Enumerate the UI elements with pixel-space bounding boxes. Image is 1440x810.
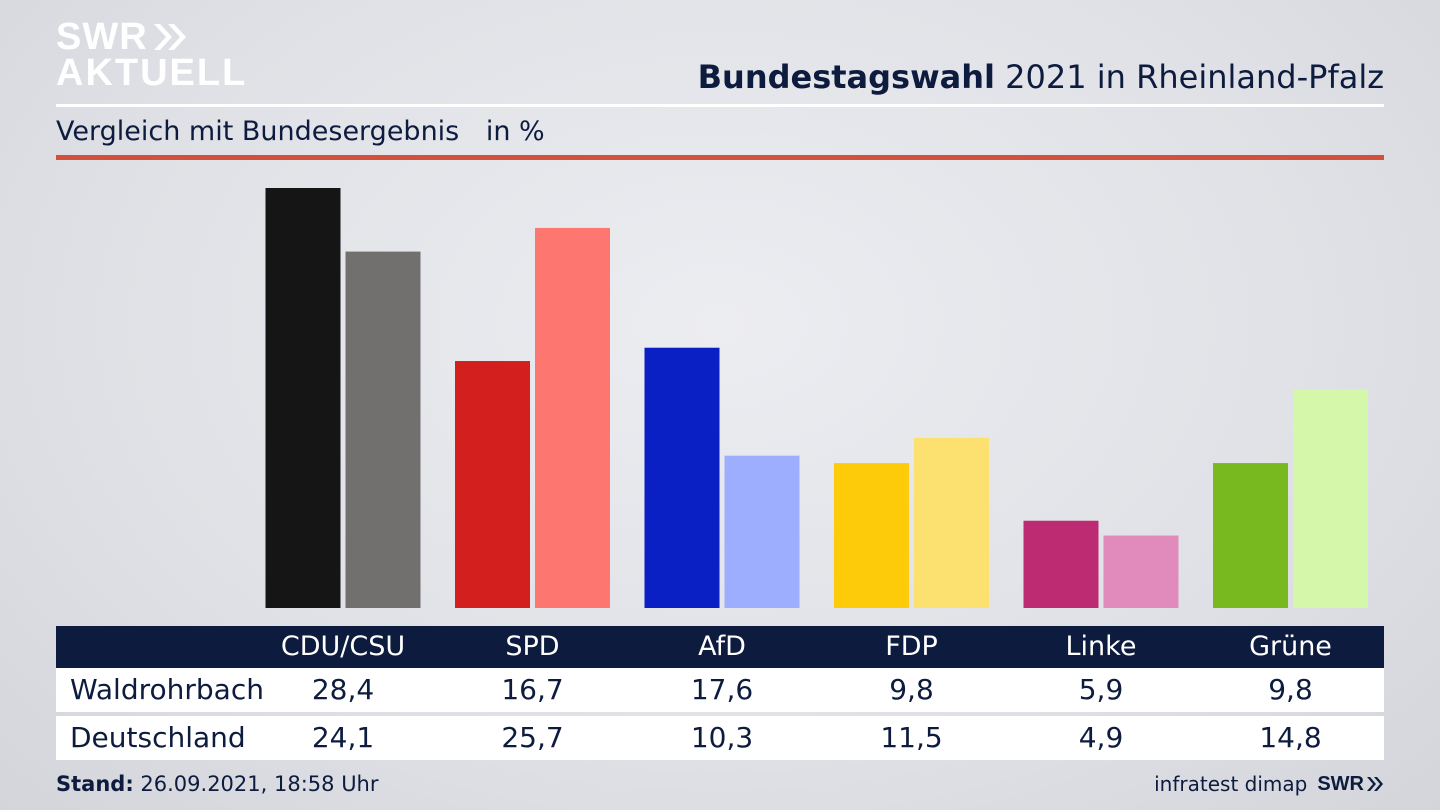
title-bold: Bundestagswahl	[697, 58, 995, 96]
stand-value: 26.09.2021, 18:58 Uhr	[140, 772, 379, 796]
bar-national	[535, 227, 610, 609]
table-row: Waldrohrbach 28,4 16,7 17,6 9,8 5,9 9,8	[56, 668, 1384, 712]
category-label: CDU/CSU	[280, 631, 406, 662]
brand-label: SWR	[1317, 772, 1364, 795]
category-label: Grüne	[1249, 631, 1332, 662]
source-label: infratest dimap	[1154, 772, 1308, 796]
bar-local	[265, 188, 341, 608]
category-label: AfD	[698, 631, 746, 662]
double-chevron-icon	[153, 24, 186, 50]
value-cell: 9,8	[889, 673, 934, 706]
title-divider	[56, 104, 1384, 107]
bar-chart	[265, 188, 1368, 609]
logo-line-2: AKTUELL	[56, 52, 248, 94]
bar-national	[1293, 389, 1368, 608]
logo-line-1: SWR	[56, 16, 148, 58]
bar-local	[455, 361, 530, 608]
bar-national	[724, 455, 800, 608]
table-header: CDU/CSU SPD AfD FDP Linke Grüne	[56, 626, 1384, 668]
bar-local	[644, 347, 720, 608]
title-rest: 2021 in Rheinland-Pfalz	[1005, 58, 1384, 96]
double-chevron-icon	[1367, 777, 1383, 791]
table-row: Deutschland 24,1 25,7 10,3 11,5 4,9 14,8	[56, 716, 1384, 760]
row-label: Waldrohrbach	[70, 673, 264, 706]
value-cell: 14,8	[1259, 721, 1322, 754]
timestamp: Stand: 26.09.2021, 18:58 Uhr	[56, 772, 379, 796]
chart-subtitle: Vergleich mit Bundesergebnis in %	[56, 116, 545, 147]
category-label: SPD	[505, 631, 560, 662]
value-cell: 9,8	[1268, 673, 1313, 706]
accent-divider	[56, 155, 1384, 160]
row-label: Deutschland	[70, 721, 246, 754]
category-label: FDP	[885, 631, 938, 662]
source-credit: infratest dimap SWR	[1154, 772, 1384, 796]
chart-title: Bundestagswahl 2021 in Rheinland-Pfalz	[698, 58, 1384, 96]
bar-national	[914, 437, 989, 608]
value-cell: 5,9	[1078, 673, 1124, 706]
swr-aktuell-logo: SWR AKTUELL	[56, 18, 247, 92]
results-table: CDU/CSU SPD AfD FDP Linke Grüne Waldrohrbach …	[56, 626, 1384, 760]
value-cell: 10,3	[690, 721, 754, 754]
bar-national	[345, 251, 421, 608]
swr-footer-logo: SWR	[1317, 773, 1384, 796]
bar-local	[834, 463, 909, 608]
value-cell: 24,1	[311, 721, 375, 754]
value-cell: 11,5	[880, 721, 943, 754]
value-cell: 25,7	[501, 721, 564, 754]
value-cell: 16,7	[501, 673, 564, 706]
unit-label: in %	[485, 116, 545, 147]
bar-national	[1103, 535, 1179, 608]
stand-label: Stand:	[56, 772, 134, 796]
bar-local	[1023, 520, 1099, 608]
bar-local	[1213, 463, 1288, 608]
value-cell: 4,9	[1078, 721, 1124, 754]
value-cell: 28,4	[311, 673, 375, 706]
subtitle-text: Vergleich mit Bundesergebnis	[56, 116, 460, 147]
category-label: Linke	[1065, 631, 1137, 662]
value-cell: 17,6	[690, 673, 754, 706]
